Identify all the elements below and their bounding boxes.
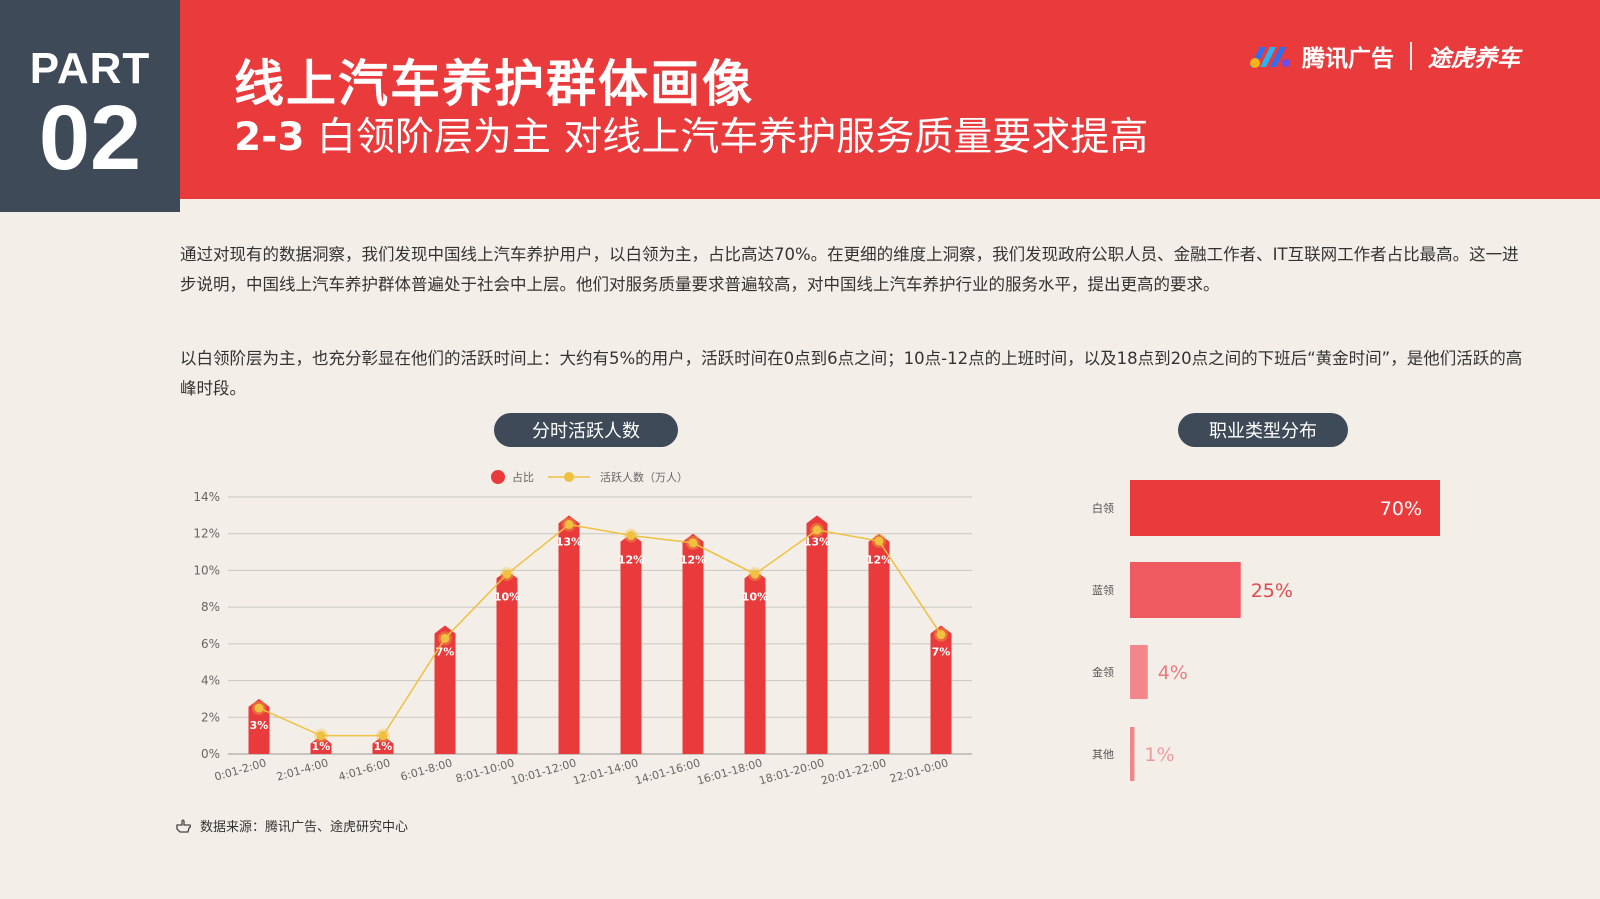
part-label: PART — [29, 44, 151, 93]
y-tick-label: 0% — [201, 747, 220, 761]
line-point-2 — [378, 731, 388, 741]
occupation-value-label: 4% — [1158, 662, 1188, 684]
line-point-3 — [440, 633, 450, 643]
legend-bar-marker — [491, 470, 505, 484]
brand-tencent-ads: 腾讯广告 — [1302, 46, 1394, 72]
bar-value-label: 10% — [742, 590, 768, 603]
bar-value-label: 12% — [866, 554, 892, 567]
occupation-bar-1 — [1130, 562, 1241, 618]
line-point-5 — [564, 520, 574, 530]
occupation-category-label: 白领 — [1092, 501, 1114, 515]
line-point-8 — [750, 569, 760, 579]
bar-value-label: 12% — [680, 554, 706, 567]
x-tick-label: 2:01-4:00 — [275, 756, 330, 783]
line-point-1 — [316, 731, 326, 741]
part-number: 02 — [38, 87, 142, 189]
page-subtitle: 2-3 白领阶层为主 对线上汽车养护服务质量要求提高 — [234, 106, 1148, 162]
hand-pointer-icon — [176, 818, 191, 833]
hourly-chart-title: 分时活跃人数 — [494, 413, 678, 447]
line-point-7 — [688, 538, 698, 548]
x-tick-label: 14:01-16:00 — [633, 756, 701, 787]
x-tick-label: 0:01-2:00 — [213, 756, 268, 783]
occupation-category-label: 蓝领 — [1092, 584, 1114, 597]
y-tick-label: 12% — [193, 527, 220, 541]
bar-11 — [930, 625, 952, 754]
x-tick-label: 10:01-12:00 — [509, 756, 577, 787]
bar-value-label: 1% — [374, 740, 393, 753]
legend-line-marker — [564, 472, 574, 482]
bar-value-label: 7% — [932, 646, 951, 659]
y-tick-label: 2% — [201, 710, 220, 724]
page-title: 线上汽车养护群体画像 — [234, 55, 754, 113]
x-tick-label: 16:01-18:00 — [695, 756, 763, 787]
bar-3 — [434, 625, 456, 754]
legend-bar-label: 占比 — [512, 470, 534, 484]
brand-divider — [1410, 42, 1412, 70]
bar-9 — [806, 515, 828, 754]
bar-0 — [248, 698, 270, 754]
x-tick-label: 12:01-14:00 — [571, 756, 639, 787]
bar-value-label: 1% — [312, 740, 331, 753]
bar-value-label: 12% — [618, 554, 644, 567]
x-tick-label: 6:01-8:00 — [399, 756, 454, 783]
subtitle-number: 2-3 — [234, 115, 305, 160]
x-tick-label: 8:01-10:00 — [454, 756, 516, 785]
x-tick-label: 18:01-20:00 — [757, 756, 825, 787]
line-point-10 — [874, 536, 884, 546]
part-badge: PART 02 — [0, 0, 180, 212]
bar-value-label: 10% — [494, 590, 520, 603]
line-point-4 — [502, 569, 512, 579]
x-tick-label: 20:01-22:00 — [819, 756, 887, 787]
data-source-text: 数据来源：腾讯广告、途虎研究中心 — [200, 820, 409, 835]
intro-paragraph-2: 以白领阶层为主，也充分彰显在他们的活跃时间上：大约有5%的用户，活跃时间在0点到… — [180, 349, 1523, 398]
bar-8 — [744, 570, 766, 754]
legend-line-label: 活跃人数（万人） — [600, 470, 688, 484]
occupation-bar-3 — [1130, 727, 1135, 781]
occupation-value-label: 70% — [1380, 498, 1422, 520]
brand-tuhu: 途虎养车 — [1428, 46, 1520, 72]
occupation-value-label: 25% — [1251, 580, 1293, 602]
y-tick-label: 6% — [201, 637, 220, 651]
occupation-category-label: 金领 — [1092, 665, 1114, 679]
tencent-ads-logo-icon — [1250, 47, 1290, 68]
bar-value-label: 13% — [556, 535, 582, 548]
bar-10 — [868, 533, 890, 754]
y-tick-label: 14% — [193, 490, 220, 504]
x-tick-label: 4:01-6:00 — [337, 756, 392, 783]
bar-1 — [310, 735, 332, 754]
bar-5 — [558, 515, 580, 754]
bar-7 — [682, 533, 704, 754]
bar-6 — [620, 533, 642, 754]
data-source: 数据来源：腾讯广告、途虎研究中心 — [176, 816, 408, 835]
x-tick-label: 22:01-0:00 — [888, 756, 950, 785]
line-point-0 — [254, 703, 264, 713]
y-tick-label: 10% — [193, 563, 220, 577]
bar-2 — [372, 735, 394, 754]
bar-4 — [496, 570, 518, 754]
occupation-category-label: 其他 — [1092, 748, 1114, 761]
line-point-11 — [936, 630, 946, 640]
y-tick-label: 4% — [201, 674, 220, 688]
occupation-value-label: 1% — [1144, 744, 1174, 766]
line-point-6 — [626, 531, 636, 541]
occupation-bar-2 — [1130, 645, 1148, 699]
brand-lockup: 腾讯广告 途虎养车 — [1248, 38, 1520, 74]
line-point-9 — [812, 525, 822, 535]
bar-value-label: 13% — [804, 535, 830, 548]
bar-value-label: 3% — [250, 719, 269, 732]
occupation-chart-title: 职业类型分布 — [1178, 413, 1348, 447]
intro-paragraph-1: 通过对现有的数据洞察，我们发现中国线上汽车养护用户，以白领为主，占比高达70%。… — [180, 245, 1519, 294]
y-tick-label: 8% — [201, 600, 220, 614]
header-band — [0, 0, 1600, 199]
occupation-bar-0 — [1130, 480, 1440, 536]
subtitle-text: 白领阶层为主 对线上汽车养护服务质量要求提高 — [304, 115, 1149, 160]
active-users-line — [258, 523, 942, 737]
bar-value-label: 7% — [436, 646, 455, 659]
